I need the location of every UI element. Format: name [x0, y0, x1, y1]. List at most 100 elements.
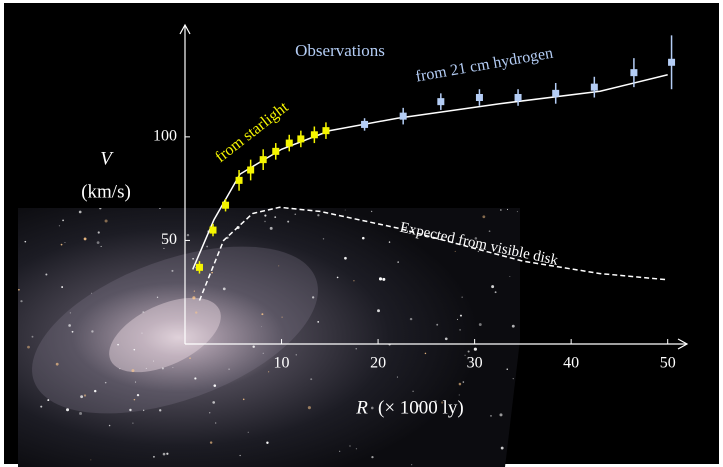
star [410, 318, 412, 320]
star [206, 246, 208, 248]
data-point [209, 227, 216, 234]
star [308, 406, 311, 409]
star [47, 399, 49, 401]
star [131, 369, 134, 372]
star [507, 369, 508, 370]
star [349, 446, 350, 447]
x-tick-label: 30 [467, 355, 483, 372]
star [317, 214, 319, 216]
star [412, 391, 413, 392]
x-axis-label: R [355, 397, 368, 418]
y-tick-label: 50 [161, 231, 177, 248]
star [465, 355, 466, 356]
star [345, 210, 346, 211]
star [134, 399, 136, 401]
star [263, 353, 264, 354]
star [189, 357, 191, 359]
star [425, 353, 427, 355]
star [105, 219, 108, 222]
star [119, 368, 120, 369]
star [172, 367, 173, 368]
star [252, 346, 254, 348]
star [474, 348, 477, 351]
star [490, 415, 492, 417]
star [468, 351, 470, 353]
star [212, 401, 215, 404]
star [163, 453, 166, 456]
star [371, 407, 374, 410]
star [512, 325, 515, 328]
star [282, 317, 283, 318]
star [171, 270, 173, 272]
data-point [630, 69, 637, 76]
star [195, 311, 197, 313]
star [455, 251, 456, 252]
star [397, 377, 398, 378]
star [135, 381, 136, 382]
star [353, 280, 354, 281]
star [479, 323, 482, 326]
star [157, 297, 158, 298]
data-point [476, 94, 483, 101]
star [61, 286, 63, 288]
star [133, 349, 135, 351]
star [411, 464, 412, 465]
data-point [361, 121, 368, 128]
star [344, 257, 347, 260]
data-point [297, 135, 304, 142]
star [215, 422, 216, 423]
data-point [272, 148, 279, 155]
star [389, 241, 390, 242]
star [317, 321, 319, 323]
star [459, 383, 462, 386]
star [153, 456, 155, 458]
star [397, 261, 399, 263]
star [371, 456, 373, 458]
star [91, 330, 93, 332]
star [362, 237, 365, 240]
star [278, 265, 279, 266]
star [91, 293, 92, 294]
data-point [437, 98, 444, 105]
star [68, 324, 71, 327]
star [501, 447, 504, 450]
star [296, 354, 297, 355]
data-point [286, 140, 293, 147]
star [507, 209, 508, 210]
star [62, 219, 64, 221]
data-point [515, 94, 522, 101]
star [499, 413, 502, 416]
data-point [322, 127, 329, 134]
star [166, 453, 168, 455]
star [94, 390, 96, 392]
star [137, 394, 139, 396]
star [84, 394, 86, 396]
data-point [400, 113, 407, 120]
star [143, 410, 144, 411]
y-tick-label: 100 [153, 128, 177, 145]
star [40, 406, 42, 408]
star [248, 432, 249, 433]
star [211, 272, 213, 274]
star [274, 216, 276, 218]
star [20, 300, 22, 302]
star [239, 455, 240, 456]
star [377, 309, 380, 312]
star [270, 227, 273, 230]
star [287, 221, 289, 223]
data-point [247, 167, 254, 174]
data-point [260, 156, 267, 163]
star [153, 361, 154, 362]
star [323, 238, 324, 239]
star [101, 246, 102, 247]
star [65, 242, 66, 243]
data-point [236, 177, 243, 184]
star [66, 408, 69, 411]
star [213, 384, 216, 387]
star [445, 337, 448, 340]
star [70, 312, 71, 313]
data-point [552, 90, 559, 97]
star [261, 313, 263, 315]
star [132, 423, 133, 424]
star [463, 381, 465, 383]
